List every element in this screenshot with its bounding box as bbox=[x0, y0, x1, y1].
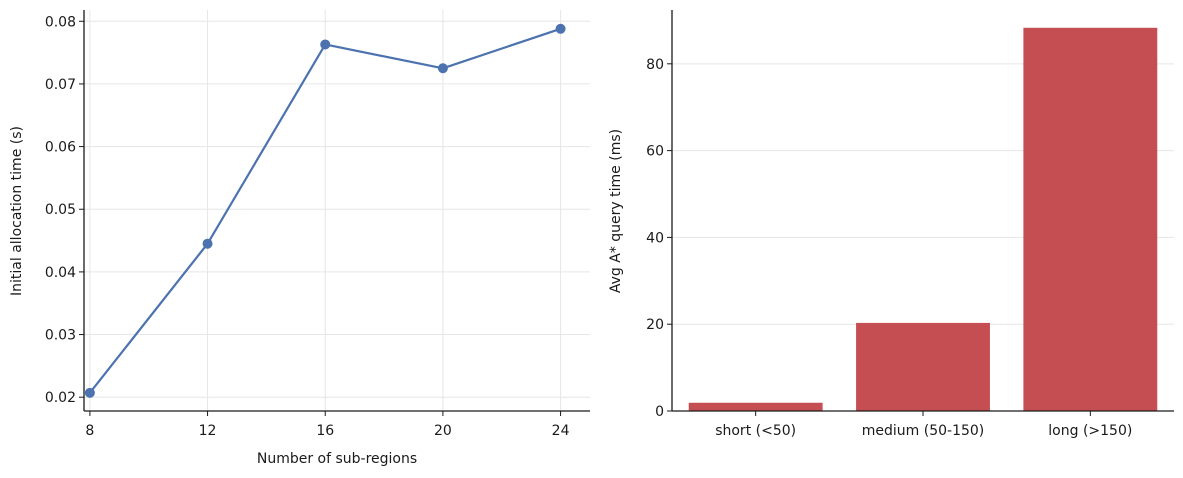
line-chart-axes bbox=[83, 10, 590, 412]
line-chart-data-point bbox=[437, 63, 448, 74]
line-chart-data-point bbox=[202, 238, 213, 249]
bar-chart-bars bbox=[688, 27, 1158, 412]
bar-chart-bar bbox=[688, 402, 823, 411]
line-chart-ticks: 8 12 16 20 24 0.02 0.03 0.04 0.05 0.06 0.07 0.08 bbox=[45, 14, 570, 439]
bar-chart-x-tick-label: long (>150) bbox=[1048, 423, 1132, 439]
bar-chart-y-tick-label: 40 bbox=[646, 230, 664, 246]
line-chart-y-tick-label: 0.06 bbox=[45, 140, 76, 156]
line-chart-panel: 8 12 16 20 24 0.02 0.03 0.04 0.05 0.06 0.07 0.08 Nu… bbox=[9, 10, 590, 467]
line-chart-x-tick-label: 24 bbox=[552, 423, 570, 439]
line-chart-y-axis-label: Initial allocation time (s) bbox=[9, 126, 25, 296]
bar-chart-y-tick-label: 60 bbox=[646, 144, 664, 160]
line-chart-y-tick-label: 0.08 bbox=[45, 14, 76, 30]
bar-chart-bar bbox=[856, 322, 990, 411]
bar-chart-y-tick-label: 0 bbox=[655, 404, 664, 420]
bar-chart-bar bbox=[1023, 27, 1158, 412]
line-chart-y-tick-label: 0.05 bbox=[45, 202, 76, 218]
bar-chart-x-tick-label: short (<50) bbox=[715, 423, 796, 439]
line-chart-y-tick-label: 0.03 bbox=[45, 328, 76, 344]
bar-chart-y-tick-label: 80 bbox=[646, 57, 664, 73]
line-chart-y-tick-label: 0.04 bbox=[45, 265, 76, 281]
bar-chart-y-axis-label: Avg A* query time (ms) bbox=[608, 129, 624, 293]
line-chart-x-axis-label: Number of sub-regions bbox=[257, 451, 417, 467]
line-chart-data-point bbox=[320, 39, 331, 50]
line-chart-series bbox=[84, 23, 566, 398]
line-chart-grid bbox=[84, 10, 590, 411]
line-chart-data-point bbox=[84, 387, 95, 398]
line-chart-x-tick-label: 12 bbox=[199, 423, 217, 439]
line-chart-data-point bbox=[555, 23, 566, 34]
line-chart-y-tick-label: 0.02 bbox=[45, 390, 76, 406]
line-chart-y-tick-label: 0.07 bbox=[45, 77, 76, 93]
bar-chart-panel: 0 20 40 60 80 short (<50) medium (50-150) long … bbox=[608, 10, 1174, 439]
line-chart-x-tick-label: 20 bbox=[434, 423, 452, 439]
line-chart-x-tick-label: 8 bbox=[85, 423, 94, 439]
bar-chart-ticks: 0 20 40 60 80 short (<50) medium (50-150) long … bbox=[646, 57, 1132, 439]
line-chart-x-tick-label: 16 bbox=[316, 423, 334, 439]
bar-chart-y-tick-label: 20 bbox=[646, 317, 664, 333]
bar-chart-x-tick-label: medium (50-150) bbox=[862, 423, 985, 439]
